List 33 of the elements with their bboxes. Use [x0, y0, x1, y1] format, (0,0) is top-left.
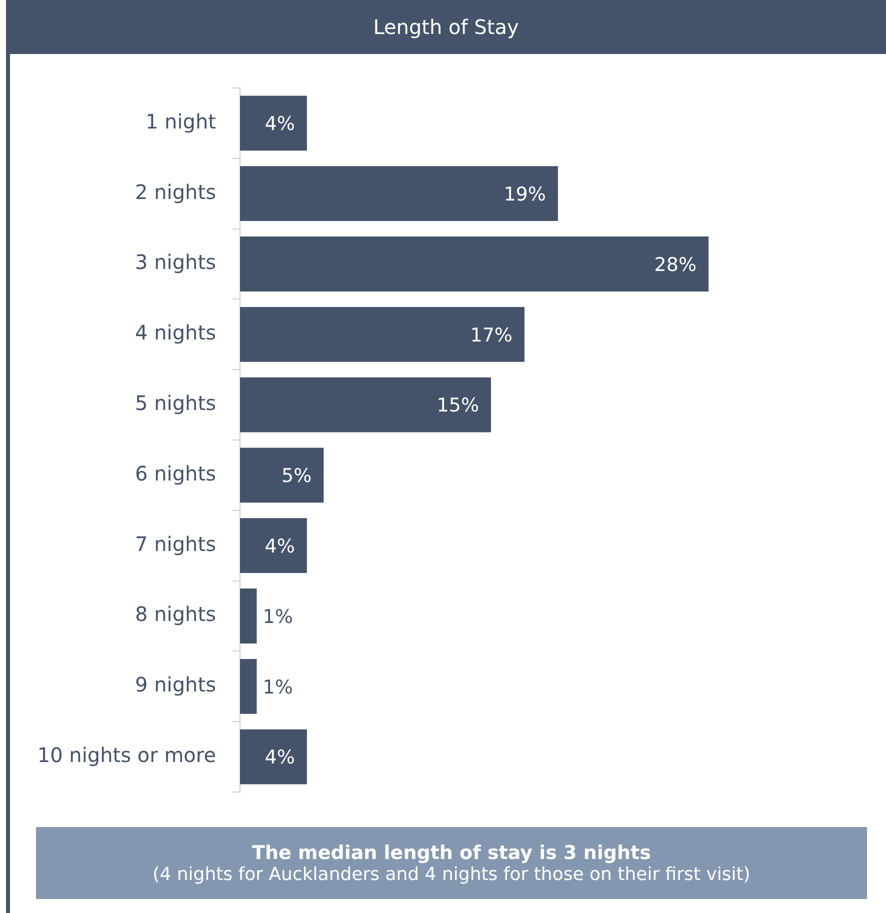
- bar: [240, 306, 524, 362]
- data-label: 5%: [282, 465, 312, 488]
- data-label: 19%: [504, 184, 546, 206]
- y-tick-label: 4 nights: [135, 320, 216, 345]
- text: The median length of stay is 3 nights: [251, 842, 652, 864]
- data-label: 4%: [264, 536, 295, 558]
- data-label: 1%: [262, 676, 293, 698]
- bar: [240, 448, 324, 503]
- y-tick-label: 10 nights or more: [37, 743, 216, 768]
- y-tick-label: 8 nights: [135, 602, 216, 626]
- y-tick-label: 5 nights: [135, 391, 216, 416]
- chart-title: Length of Stay: [6, 0, 886, 54]
- bar: [240, 166, 558, 222]
- y-tick-label: 9 nights: [135, 672, 216, 697]
- y-tick-label: 2 nights: [135, 180, 216, 204]
- bar: [240, 658, 257, 714]
- y-tick-label: 6 nights: [135, 461, 216, 486]
- bar: [240, 588, 257, 644]
- bar: [240, 729, 307, 784]
- y-tick-label: 7 nights: [135, 532, 216, 556]
- bar: [240, 236, 709, 292]
- y-tick-label: 1 night: [145, 109, 216, 134]
- text: (4 nights for Aucklanders and 4 nights for those on their first visit): [152, 864, 752, 884]
- bar: [240, 96, 307, 151]
- bar: [240, 518, 307, 574]
- bar: [240, 377, 491, 432]
- data-label: 1%: [262, 606, 293, 628]
- y-tick-label: 3 nights: [135, 250, 216, 274]
- data-label: 15%: [436, 394, 479, 417]
- data-label: 4%: [264, 113, 295, 136]
- data-label: 4%: [264, 746, 295, 769]
- data-label: 17%: [470, 324, 512, 346]
- data-label: 28%: [654, 254, 697, 276]
